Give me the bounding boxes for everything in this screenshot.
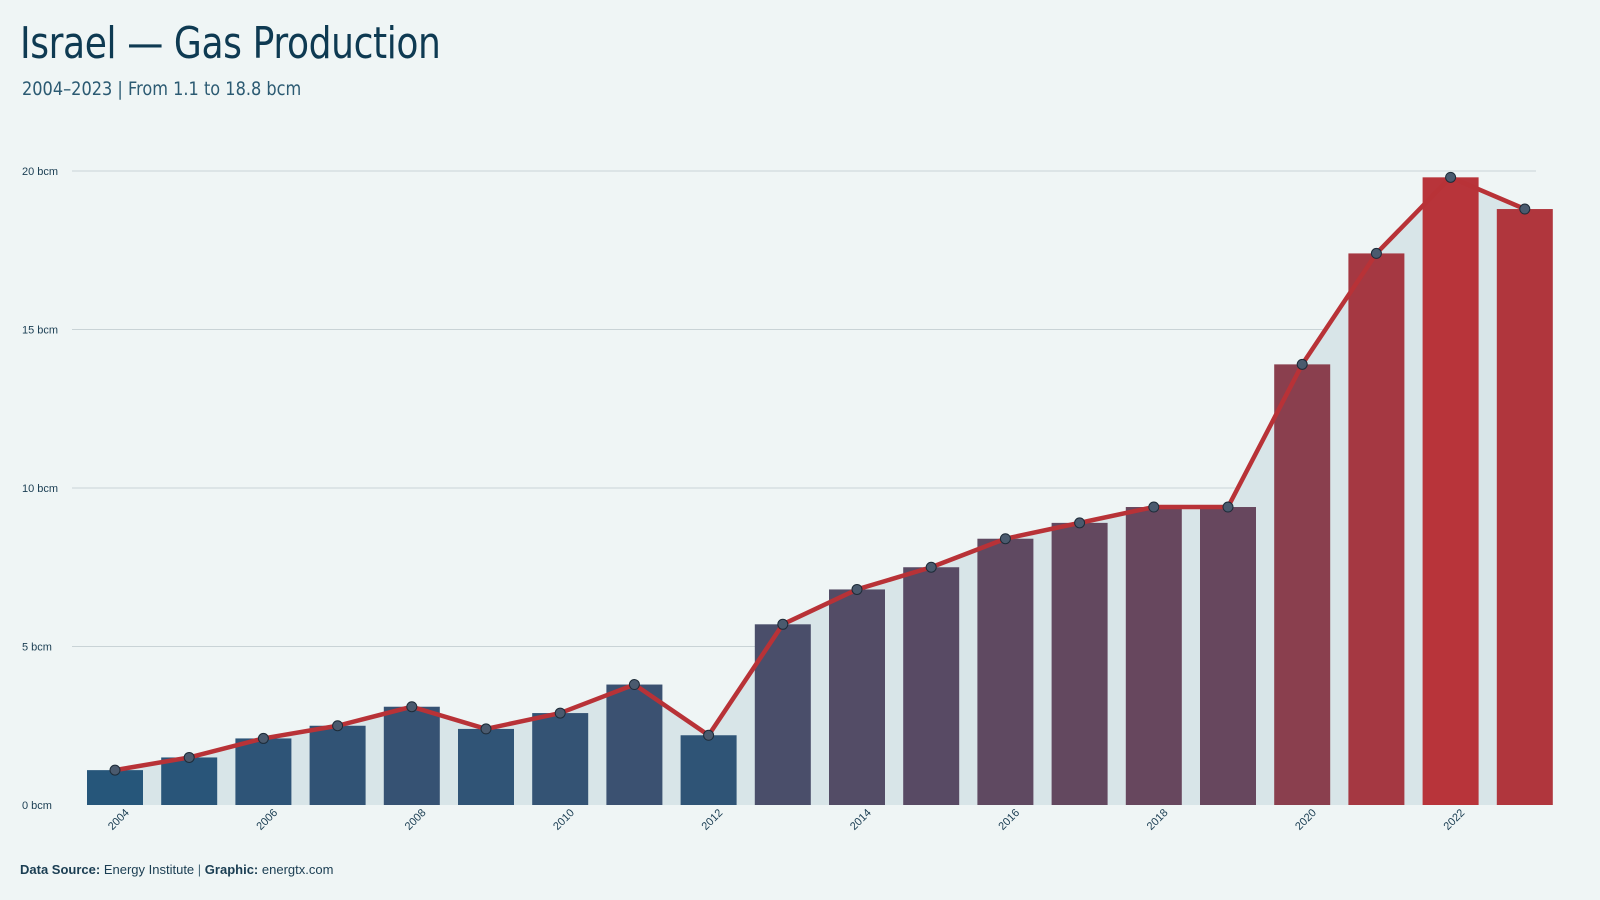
chart-subtitle: 2004–2023 | From 1.1 to 18.8 bcm xyxy=(22,78,302,100)
y-tick-label: 20 bcm xyxy=(22,166,58,178)
bar xyxy=(829,589,885,805)
data-points xyxy=(109,171,1531,776)
data-point xyxy=(1370,247,1382,259)
bar xyxy=(1496,209,1553,806)
data-point xyxy=(999,533,1011,545)
bar xyxy=(606,684,663,805)
bar xyxy=(161,757,218,805)
data-point xyxy=(1074,517,1086,529)
source-value: Energy Institute xyxy=(103,862,195,877)
data-point xyxy=(703,729,715,741)
x-tick-label: 2014 xyxy=(848,807,874,833)
y-tick-label: 15 bcm xyxy=(22,325,58,337)
bar xyxy=(1348,253,1405,806)
data-point xyxy=(109,764,121,776)
bar xyxy=(1422,177,1479,806)
data-point xyxy=(1296,358,1308,370)
bar xyxy=(532,713,589,805)
y-axis-ticks: 0 bcm 5 bcm 10 bcm 15 bcm 20 bcm xyxy=(22,166,58,812)
data-point xyxy=(332,720,344,732)
bar xyxy=(680,735,737,805)
source-label: Data Source: xyxy=(20,862,101,877)
x-tick-label: 2004 xyxy=(106,807,132,833)
graphic-value: energtx.com xyxy=(261,862,334,877)
data-point xyxy=(1519,203,1531,215)
x-tick-label: 2006 xyxy=(254,807,280,833)
data-point xyxy=(777,618,789,630)
bar xyxy=(1051,522,1108,805)
x-tick-label: 2012 xyxy=(700,807,726,833)
x-tick-label: 2020 xyxy=(1293,807,1319,833)
bar xyxy=(1274,364,1331,805)
data-point xyxy=(1445,171,1457,183)
bar xyxy=(458,728,514,805)
y-tick-label: 5 bcm xyxy=(22,642,52,654)
x-tick-label: 2010 xyxy=(551,807,577,833)
line-path xyxy=(114,175,1526,773)
bar xyxy=(903,567,960,805)
y-tick-label: 0 bcm xyxy=(22,800,52,812)
bars xyxy=(87,177,1553,806)
x-tick-label: 2022 xyxy=(1442,807,1468,833)
footer-credits: Data Source: Energy Institute | Graphic:… xyxy=(20,862,333,877)
footer-separator: | xyxy=(197,862,202,877)
data-point xyxy=(183,751,195,763)
y-tick-label: 10 bcm xyxy=(22,483,58,495)
data-point xyxy=(257,732,269,744)
trend-line xyxy=(114,175,1526,773)
data-point xyxy=(1222,501,1234,513)
bar xyxy=(1125,507,1182,805)
chart-title: Israel — Gas Production xyxy=(20,18,441,69)
bar xyxy=(87,770,143,805)
graphic-label: Graphic: xyxy=(204,862,259,877)
x-tick-label: 2018 xyxy=(1145,807,1171,833)
data-point xyxy=(480,723,492,735)
data-point xyxy=(554,707,566,719)
bar xyxy=(1200,507,1256,805)
x-axis-ticks: 2004 2006 2008 2010 2012 2014 2016 2018 2020 2022 xyxy=(106,807,1467,833)
bar xyxy=(383,706,440,805)
x-tick-label: 2008 xyxy=(403,807,429,833)
data-point xyxy=(851,583,863,595)
bar xyxy=(235,738,292,805)
bar xyxy=(977,538,1034,805)
data-point xyxy=(628,679,640,691)
x-tick-label: 2016 xyxy=(996,807,1022,833)
bar xyxy=(309,725,366,805)
data-point xyxy=(406,701,418,713)
data-point xyxy=(925,561,937,573)
data-point xyxy=(1148,501,1160,513)
